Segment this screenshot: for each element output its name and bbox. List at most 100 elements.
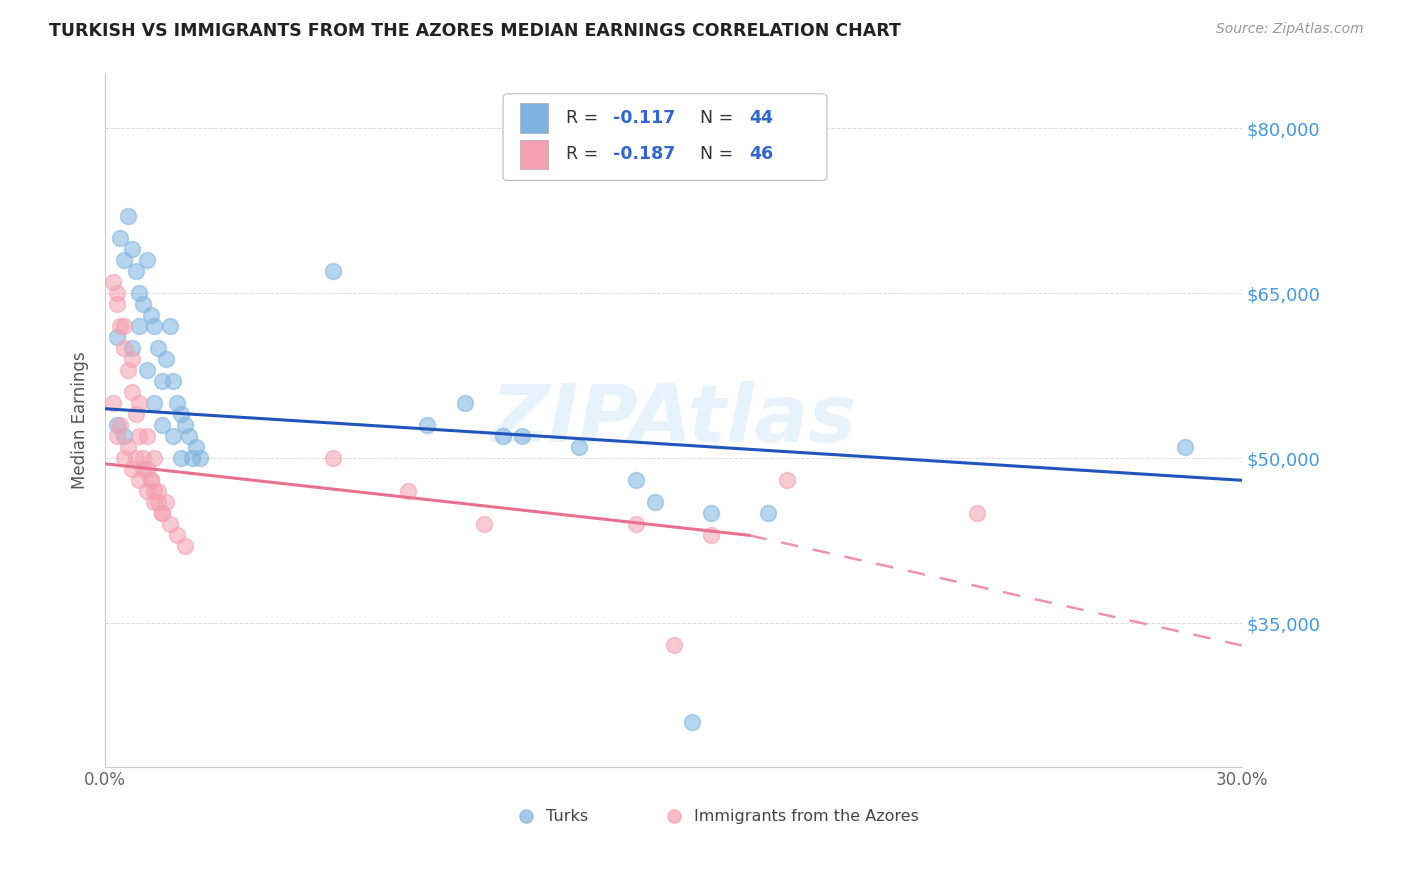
- Point: [454, 396, 477, 410]
- Point: [128, 396, 150, 410]
- Point: [143, 319, 166, 334]
- Point: [121, 385, 143, 400]
- Point: [756, 506, 779, 520]
- Y-axis label: Median Earnings: Median Earnings: [72, 351, 89, 489]
- Point: [148, 495, 170, 509]
- Point: [112, 429, 135, 443]
- Point: [624, 517, 647, 532]
- Point: [128, 473, 150, 487]
- Point: [143, 495, 166, 509]
- Point: [105, 429, 128, 443]
- FancyBboxPatch shape: [503, 94, 827, 180]
- Point: [135, 462, 157, 476]
- Point: [966, 506, 988, 520]
- Point: [173, 418, 195, 433]
- Point: [181, 451, 204, 466]
- Point: [568, 440, 591, 454]
- Point: [492, 429, 515, 443]
- Point: [128, 429, 150, 443]
- Point: [143, 484, 166, 499]
- Point: [700, 506, 723, 520]
- Point: [124, 407, 146, 421]
- Point: [143, 396, 166, 410]
- Point: [132, 297, 155, 311]
- Text: 46: 46: [749, 145, 773, 163]
- Point: [112, 253, 135, 268]
- Text: ZIPAtlas: ZIPAtlas: [491, 381, 856, 458]
- Point: [139, 473, 162, 487]
- Point: [170, 407, 193, 421]
- Text: Source: ZipAtlas.com: Source: ZipAtlas.com: [1216, 22, 1364, 37]
- Point: [101, 396, 124, 410]
- Point: [682, 715, 704, 730]
- Text: N =: N =: [700, 109, 738, 127]
- Point: [121, 352, 143, 367]
- Point: [139, 308, 162, 322]
- Text: -0.117: -0.117: [613, 109, 675, 127]
- Point: [322, 451, 344, 466]
- Point: [143, 451, 166, 466]
- Point: [776, 473, 799, 487]
- Point: [135, 429, 157, 443]
- Point: [150, 506, 173, 520]
- Point: [148, 484, 170, 499]
- Point: [170, 451, 193, 466]
- Point: [135, 363, 157, 377]
- Text: R =: R =: [565, 145, 603, 163]
- Point: [117, 363, 139, 377]
- Text: R =: R =: [565, 109, 603, 127]
- Point: [124, 451, 146, 466]
- Point: [124, 264, 146, 278]
- Point: [188, 451, 211, 466]
- Point: [166, 528, 188, 542]
- Point: [150, 506, 173, 520]
- Point: [105, 418, 128, 433]
- Point: [110, 418, 132, 433]
- Point: [110, 319, 132, 334]
- Point: [159, 319, 181, 334]
- Text: TURKISH VS IMMIGRANTS FROM THE AZORES MEDIAN EARNINGS CORRELATION CHART: TURKISH VS IMMIGRANTS FROM THE AZORES ME…: [49, 22, 901, 40]
- Point: [644, 495, 666, 509]
- Point: [105, 330, 128, 344]
- Point: [173, 540, 195, 554]
- Point: [162, 374, 184, 388]
- Text: 44: 44: [749, 109, 773, 127]
- Point: [472, 517, 495, 532]
- Point: [105, 297, 128, 311]
- Point: [121, 341, 143, 355]
- Point: [177, 429, 200, 443]
- Point: [112, 341, 135, 355]
- Point: [148, 341, 170, 355]
- Point: [662, 639, 685, 653]
- Point: [700, 528, 723, 542]
- Bar: [520, 103, 548, 133]
- Point: [139, 473, 162, 487]
- Point: [110, 231, 132, 245]
- Point: [117, 440, 139, 454]
- Point: [416, 418, 439, 433]
- Point: [135, 253, 157, 268]
- Point: [105, 286, 128, 301]
- Point: [132, 451, 155, 466]
- Text: N =: N =: [700, 145, 738, 163]
- Point: [1174, 440, 1197, 454]
- Point: [159, 517, 181, 532]
- Point: [121, 242, 143, 256]
- Text: -0.187: -0.187: [613, 145, 675, 163]
- Point: [132, 462, 155, 476]
- Bar: [520, 139, 548, 169]
- Point: [117, 209, 139, 223]
- Point: [121, 462, 143, 476]
- Point: [162, 429, 184, 443]
- Text: Turks: Turks: [546, 809, 588, 824]
- Point: [101, 275, 124, 289]
- Point: [150, 374, 173, 388]
- Point: [128, 286, 150, 301]
- Point: [155, 495, 177, 509]
- Point: [135, 484, 157, 499]
- Point: [112, 451, 135, 466]
- Point: [186, 440, 208, 454]
- Point: [396, 484, 419, 499]
- Point: [128, 319, 150, 334]
- Point: [510, 429, 533, 443]
